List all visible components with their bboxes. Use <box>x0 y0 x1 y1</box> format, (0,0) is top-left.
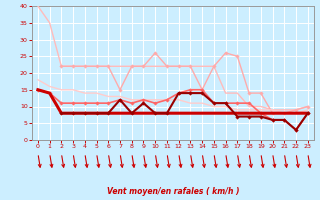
Text: Vent moyen/en rafales ( km/h ): Vent moyen/en rafales ( km/h ) <box>107 187 239 196</box>
